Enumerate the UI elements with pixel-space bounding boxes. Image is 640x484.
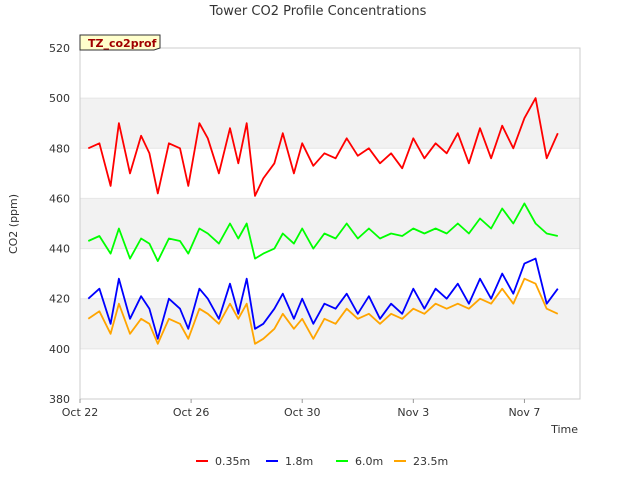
y-tick-label: 420 — [49, 293, 70, 306]
y-axis-label: CO2 (ppm) — [7, 194, 20, 254]
y-tick-label: 400 — [49, 343, 70, 356]
y-axis-ticks: 380 400 420 440 460 480 500 520 — [49, 42, 70, 406]
background-bands — [80, 98, 580, 349]
legend-label: 0.35m — [215, 455, 250, 468]
station-badge: TZ_co2prof — [79, 34, 161, 51]
station-badge-label: TZ_co2prof — [88, 37, 157, 50]
series-line-0_35m — [87, 97, 559, 197]
band — [80, 98, 580, 149]
chart-title: Tower CO2 Profile Concentrations — [209, 4, 427, 19]
legend-label: 6.0m — [355, 455, 383, 468]
x-tick-label: Oct 22 — [62, 406, 99, 419]
y-tick-label: 500 — [49, 92, 70, 105]
legend: 0.35m 1.8m 6.0m 23.5m — [196, 455, 448, 468]
band — [80, 198, 580, 249]
legend-label: 23.5m — [413, 455, 448, 468]
series-lines — [87, 97, 559, 345]
y-tick-label: 440 — [49, 243, 70, 256]
legend-label: 1.8m — [285, 455, 313, 468]
plot-frame — [79, 47, 581, 400]
series-line-23_5m — [87, 277, 559, 345]
x-tick-label: Nov 3 — [397, 406, 429, 419]
y-tick-label: 480 — [49, 142, 70, 155]
series-line-1_8m — [87, 257, 559, 340]
y-tick-label: 520 — [49, 42, 70, 55]
x-axis-label: Time — [550, 423, 578, 436]
series-line-6_0m — [87, 202, 558, 263]
x-tick-label: Oct 26 — [173, 406, 210, 419]
y-tick-label: 380 — [49, 393, 70, 406]
y-tick-label: 460 — [49, 192, 70, 205]
x-axis-ticks: Oct 22 Oct 26 Oct 30 Nov 3 Nov 7 — [62, 399, 540, 419]
x-tick-label: Oct 30 — [284, 406, 321, 419]
x-tick-label: Nov 7 — [508, 406, 540, 419]
